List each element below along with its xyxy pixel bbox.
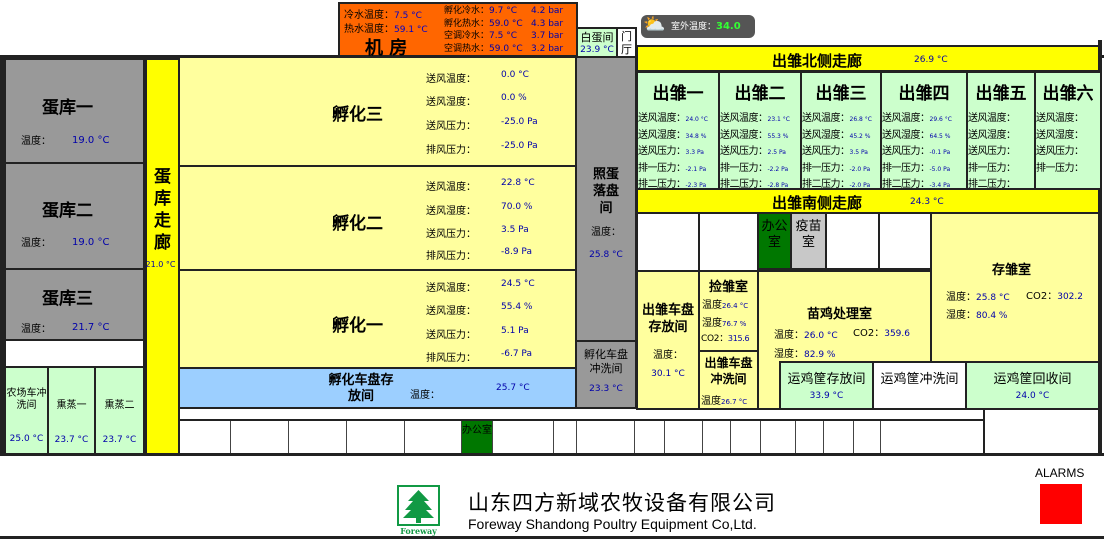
- hatch-out-room-3[interactable]: 出雏三 送风温度：26.8 °C 送风湿度：45.2 % 送风压力：3.5 Pa 排一压…: [800, 71, 882, 190]
- egg-store-1[interactable]: 蛋库一 温度： 19.0 °C: [4, 58, 145, 164]
- hatch-out-rooms: 出雏一 送风温度：24.0 °C 送风湿度：34.8 % 送风压力：3.3 Pa 排一压…: [636, 71, 1102, 190]
- white-egg-room[interactable]: 白蛋间 23.9 °C: [576, 27, 618, 58]
- hatch-tray-store[interactable]: 孵化车盘存放间 温度： 25.7 °C: [178, 367, 577, 409]
- partly-cloudy-icon: ⛅: [643, 14, 666, 35]
- egg-store-2[interactable]: 蛋库二 温度： 19.0 °C: [4, 162, 145, 270]
- hatch-out-room-5[interactable]: 出雏五 送风温度： 送风湿度： 送风压力： 排一压力： 排二压力：: [966, 71, 1036, 190]
- picking-co2: CO2：315.6: [701, 334, 750, 344]
- lobby[interactable]: 门厅: [616, 27, 637, 58]
- hatch-out-room-1[interactable]: 出雏一 送风温度：24.0 °C 送风湿度：34.8 % 送风压力：3.3 Pa 排一压…: [636, 71, 720, 190]
- vaccine-room[interactable]: 疫苗室: [790, 212, 827, 270]
- foreway-logo: Foreway: [397, 485, 440, 538]
- egg-corridor[interactable]: 蛋库走廊 21.0 °C: [145, 58, 180, 455]
- wall: [0, 55, 4, 455]
- hatch-tray-wash[interactable]: 孵化车盘冲洗间 23.3 °C: [575, 340, 637, 409]
- candling-room[interactable]: 照蛋落盘间 温度： 25.8 °C: [575, 56, 637, 342]
- hatch-out-tray-store[interactable]: 出雏车盘存放间 温度： 30.1 °C: [636, 270, 700, 410]
- machine-room[interactable]: 冷水温度：7.5 °C 热水温度：59.1 °C 机 房 孵化冷水：9.7 °C…: [338, 2, 578, 59]
- fumigation-2[interactable]: 熏蒸二 23.7 °C: [94, 366, 145, 455]
- outdoor-temp: ⛅ 室外温度：34.0 °C: [641, 14, 755, 56]
- egg-store-3[interactable]: 蛋库三 温度： 21.7 °C: [4, 268, 145, 341]
- office[interactable]: 办公室: [757, 212, 792, 270]
- basket-wash[interactable]: 运鸡筐冲洗间: [872, 361, 967, 410]
- basket-return[interactable]: 运鸡筐回收间 24.0 °C: [965, 361, 1100, 410]
- alarms-indicator[interactable]: [1040, 484, 1082, 524]
- alarms-label: ALARMS: [1035, 466, 1085, 480]
- company-name-cn: 山东四方新域农牧设备有限公司: [468, 491, 776, 515]
- hatcher-3[interactable]: 孵化三 送风温度： 0.0 °C 送风湿度： 0.0 % 送风压力： -25.0 Pa…: [178, 56, 577, 167]
- wall: [0, 536, 1104, 539]
- hatcher-1[interactable]: 孵化一 送风温度： 24.5 °C 送风湿度： 55.4 % 送风压力： 5.1 Pa…: [178, 269, 577, 369]
- north-corridor[interactable]: 出雏北侧走廊 26.9 °C: [636, 45, 1100, 72]
- hatch-out-room-4[interactable]: 出雏四 送风温度：29.6 °C 送风湿度：64.5 % 送风压力：-0.1 Pa 排一…: [880, 71, 968, 190]
- company-name-en: Foreway Shandong Poultry Equipment Co,Lt…: [468, 516, 757, 532]
- chick-picking-room[interactable]: 捡雏室 温度26.4 °C 湿度76.7 % CO2：315.6: [698, 270, 759, 352]
- farm-vehicle-wash[interactable]: 农场车冲洗间 25.0 °C: [4, 366, 49, 455]
- hatch-out-room-6[interactable]: 出雏六 送风温度： 送风湿度： 送风压力： 排一压力：: [1034, 71, 1102, 190]
- office-bottom[interactable]: 办公室: [462, 421, 492, 453]
- fumigation-1[interactable]: 熏蒸一 23.7 °C: [47, 366, 96, 455]
- south-corridor[interactable]: 出雏南侧走廊 24.3 °C: [636, 188, 1100, 214]
- wall: [1098, 40, 1102, 456]
- bottom-rooms: 办公室: [178, 419, 985, 455]
- blank-room: [4, 339, 145, 368]
- hatch-out-room-2[interactable]: 出雏二 送风温度：23.1 °C 送风湿度：55.3 % 送风压力：2.5 Pa 排一压…: [718, 71, 802, 190]
- chick-store[interactable]: 存雏室 温度：25.8 °C CO2：302.2 湿度：80.4 %: [930, 212, 1100, 364]
- tree-icon: [403, 490, 434, 523]
- hatcher-2[interactable]: 孵化二 送风温度： 22.8 °C 送风湿度： 70.0 % 送风压力： 3.5 Pa…: [178, 165, 577, 271]
- machine-room-title: 机 房: [365, 38, 408, 59]
- basket-store[interactable]: 运鸡筐存放间 33.9 °C: [779, 361, 874, 410]
- hatch-out-tray-wash[interactable]: 出雏车盘冲洗间 温度26.7 °C: [698, 350, 759, 410]
